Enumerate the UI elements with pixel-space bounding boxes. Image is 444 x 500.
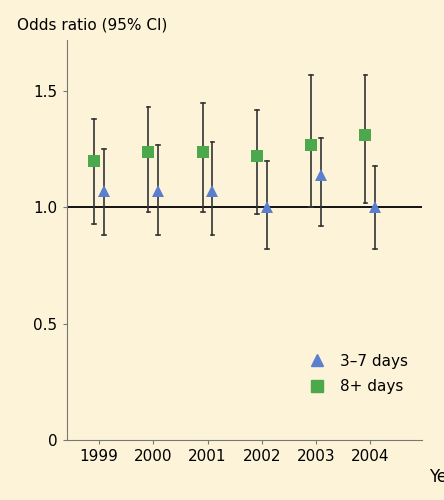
Text: Year: Year [429,468,444,486]
Legend: 3–7 days, 8+ days: 3–7 days, 8+ days [296,348,414,401]
Text: Odds ratio (95% CI): Odds ratio (95% CI) [17,17,167,32]
